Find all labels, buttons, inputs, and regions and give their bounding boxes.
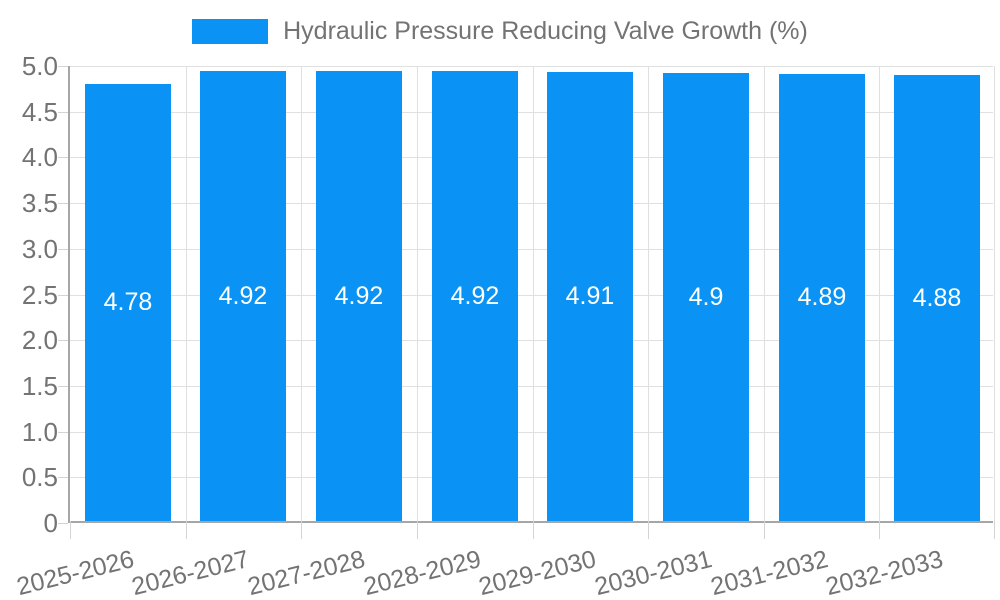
legend[interactable]: Hydraulic Pressure Reducing Valve Growth… — [0, 17, 1000, 46]
h-gridline — [70, 249, 993, 250]
h-gridline — [70, 157, 993, 158]
h-gridline — [70, 203, 993, 204]
y-tick-mark — [58, 249, 68, 250]
y-tick-label: 1.0 — [21, 416, 58, 447]
v-gridline — [994, 66, 995, 521]
bar-2027-2028[interactable]: 4.92 — [316, 71, 402, 521]
bar-2030-2031[interactable]: 4.9 — [663, 73, 749, 521]
y-tick-mark — [58, 112, 68, 113]
x-tick-mark — [648, 521, 649, 539]
h-gridline — [70, 386, 993, 387]
y-tick-mark — [58, 157, 68, 158]
x-tick-mark — [417, 521, 418, 539]
x-tick-label: 2031-2032 — [707, 545, 831, 600]
bar-2032-2033[interactable]: 4.88 — [894, 75, 980, 521]
y-tick-label: 0.5 — [21, 462, 58, 493]
y-tick-label: 4.0 — [21, 142, 58, 173]
bar-2025-2026[interactable]: 4.78 — [85, 84, 171, 521]
bar-2031-2032[interactable]: 4.89 — [779, 74, 865, 521]
legend-swatch[interactable] — [192, 19, 269, 44]
v-gridline — [648, 66, 649, 521]
legend-label[interactable]: Hydraulic Pressure Reducing Valve Growth… — [283, 17, 808, 45]
x-tick-label: 2032-2033 — [822, 545, 946, 600]
bar-value-label: 4.89 — [797, 283, 847, 311]
v-gridline — [533, 66, 534, 521]
y-tick-mark — [58, 386, 68, 387]
y-tick-label: 1.5 — [21, 370, 58, 401]
v-gridline — [417, 66, 418, 521]
y-tick-mark — [58, 66, 68, 67]
y-tick-label: 3.5 — [21, 188, 58, 219]
x-tick-label: 2026-2027 — [128, 545, 252, 600]
y-tick-label: 2.5 — [21, 279, 58, 310]
h-gridline — [70, 432, 993, 433]
bar-value-label: 4.91 — [565, 282, 615, 310]
y-tick-mark — [58, 477, 68, 478]
h-gridline — [70, 112, 993, 113]
v-gridline — [186, 66, 187, 521]
bar-value-label: 4.92 — [450, 281, 500, 310]
bar-value-label: 4.92 — [334, 281, 384, 310]
v-gridline — [764, 66, 765, 521]
bar-2026-2027[interactable]: 4.92 — [200, 71, 286, 521]
x-tick-mark — [301, 521, 302, 539]
plot-area: 4.78 4.92 4.92 4.92 4.91 4.9 4.89 4.88 — [58, 66, 995, 539]
x-tick-mark — [764, 521, 765, 539]
bar-value-label: 4.9 — [688, 282, 724, 311]
v-gridline — [879, 66, 880, 521]
x-tick-label: 2030-2031 — [591, 545, 715, 600]
x-tick-label: 2028-2029 — [360, 545, 484, 600]
h-gridline — [70, 477, 993, 478]
y-tick-label: 4.5 — [21, 96, 58, 127]
bar-value-label: 4.78 — [103, 288, 153, 316]
y-tick-label: 3.0 — [21, 233, 58, 264]
h-gridline — [70, 66, 993, 67]
y-tick-mark — [58, 340, 68, 341]
y-tick-mark — [58, 295, 68, 296]
y-tick-label: 2.0 — [21, 325, 58, 356]
h-gridline — [70, 340, 993, 341]
bar-value-label: 4.92 — [218, 281, 268, 310]
y-tick-mark — [58, 523, 68, 524]
x-tick-mark — [186, 521, 187, 539]
bar-2029-2030[interactable]: 4.91 — [547, 72, 633, 521]
h-gridline — [70, 295, 993, 296]
x-tick-mark — [994, 521, 995, 539]
x-tick-label: 2027-2028 — [244, 545, 368, 600]
x-tick-mark — [533, 521, 534, 539]
y-tick-mark — [58, 432, 68, 433]
x-tick-label: 2025-2026 — [13, 545, 137, 600]
v-gridline — [301, 66, 302, 521]
y-tick-mark — [58, 203, 68, 204]
bar-value-label: 4.88 — [912, 283, 962, 312]
x-tick-mark — [879, 521, 880, 539]
y-tick-label: 0 — [43, 508, 58, 538]
x-tick-mark — [70, 521, 71, 539]
y-tick-label: 5.0 — [21, 51, 58, 81]
x-tick-label: 2029-2030 — [475, 545, 599, 600]
bar-2028-2029[interactable]: 4.92 — [432, 71, 518, 521]
